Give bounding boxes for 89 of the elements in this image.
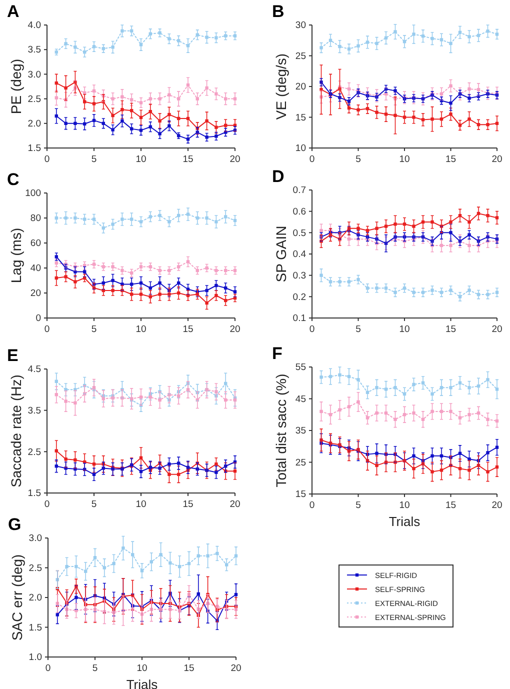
y-tick-label: 2.0 [28, 592, 42, 604]
x-tick-label: 15 [182, 324, 194, 335]
x-tick-label: 0 [45, 663, 51, 674]
x-tick-label: 20 [492, 154, 502, 165]
y-tick-label: 20 [295, 82, 306, 93]
y-tick-label: 30 [295, 20, 306, 32]
y-tick-label: 1.5 [28, 488, 41, 500]
x-tick-label: 15 [445, 154, 456, 165]
y-axis-title: Total dist sacc (%) [273, 374, 289, 488]
y-axis-title: SAC err (deg) [9, 554, 25, 641]
x-tick-label: 0 [309, 154, 315, 165]
y-axis-title: Lag (ms) [8, 228, 24, 284]
x-tick-label: 5 [356, 500, 361, 511]
y-tick-label: 3.0 [28, 69, 41, 80]
y-tick-label: 35 [295, 426, 306, 437]
y-tick-label: 1.0 [28, 652, 42, 664]
y-tick-label: 100 [25, 188, 41, 200]
x-tick-label: 0 [44, 154, 50, 165]
y-tick-label: 4.0 [28, 20, 41, 32]
y-tick-label: 20 [30, 288, 41, 300]
chart-title: F [272, 344, 282, 363]
y-tick-label: 3.5 [28, 44, 41, 56]
y-tick-label: 80 [30, 213, 41, 224]
x-tick-label: 15 [182, 499, 194, 510]
y-axis-title: SP GAIN [273, 226, 289, 282]
y-tick-label: 25 [295, 457, 306, 468]
x-tick-label: 20 [230, 499, 240, 510]
y-tick-label: 10 [295, 143, 306, 154]
y-tick-label: 0.2 [292, 292, 306, 303]
x-tick-label: 0 [309, 324, 315, 335]
x-tick-label: 5 [91, 154, 97, 165]
y-tick-label: 25 [295, 50, 306, 62]
x-tick-label: 0 [309, 500, 315, 511]
x-tick-label: 20 [230, 154, 240, 165]
x-tick-label: 0 [44, 324, 50, 335]
y-tick-label: 3.0 [28, 533, 42, 544]
y-tick-label: 0.1 [292, 313, 306, 324]
x-tick-label: 20 [230, 663, 242, 674]
y-tick-label: 2.5 [28, 94, 41, 105]
y-tick-label: 0.6 [292, 206, 306, 218]
y-tick-label: 1.5 [28, 622, 42, 634]
x-tick-label: 10 [136, 324, 146, 335]
x-tick-label: 20 [492, 324, 502, 335]
x-tick-label: 20 [492, 500, 502, 511]
x-tick-label: 0 [44, 499, 50, 510]
x-tick-label: 15 [445, 500, 456, 511]
y-tick-label: 60 [30, 238, 41, 250]
chart-title: D [272, 167, 284, 186]
x-tick-label: 10 [136, 499, 146, 510]
y-tick-label: 2.5 [28, 562, 42, 574]
y-tick-label: 15 [295, 489, 306, 500]
x-tick-label: 15 [184, 663, 194, 674]
chart-title: B [272, 2, 284, 21]
y-tick-label: 1.5 [28, 143, 41, 154]
x-tick-label: 5 [356, 324, 361, 335]
x-tick-label: 20 [230, 324, 240, 335]
x-tick-label: 5 [92, 663, 98, 674]
chart-title: E [7, 346, 18, 365]
chart-title: A [7, 2, 20, 21]
y-axis-title: VE (deg/s) [273, 53, 289, 120]
chart-title: G [8, 515, 22, 534]
y-tick-label: 0.5 [292, 228, 306, 239]
x-tick-label: 5 [91, 499, 97, 510]
x-axis-title: Trials [388, 514, 421, 529]
x-tick-label: 5 [356, 154, 361, 165]
x-tick-label: 10 [399, 324, 410, 335]
y-axis-title: Saccade rate (Hz) [8, 374, 24, 488]
y-tick-label: 0 [36, 313, 41, 324]
y-tick-label: 0.7 [292, 185, 306, 196]
x-tick-label: 15 [182, 154, 194, 165]
y-tick-label: 45 [295, 394, 306, 405]
x-tick-label: 15 [445, 324, 456, 335]
y-tick-label: 55 [295, 362, 306, 374]
x-tick-label: 10 [136, 154, 146, 165]
y-tick-label: 0.4 [292, 249, 306, 260]
y-tick-label: 4.5 [28, 364, 41, 376]
x-tick-label: 10 [136, 663, 148, 674]
x-tick-label: 5 [91, 324, 97, 335]
y-tick-label: 15 [295, 112, 306, 124]
x-tick-label: 10 [399, 500, 410, 511]
y-tick-label: 0.3 [292, 270, 306, 282]
y-axis-title: PE (deg) [8, 58, 24, 114]
x-tick-label: 10 [399, 154, 410, 165]
y-tick-label: 2.5 [28, 446, 41, 458]
chart-title: C [7, 170, 20, 189]
y-tick-label: 3.5 [28, 405, 41, 416]
x-axis-title: Trials [126, 677, 158, 689]
y-tick-label: 2.0 [28, 118, 41, 130]
y-tick-label: 40 [30, 263, 41, 274]
